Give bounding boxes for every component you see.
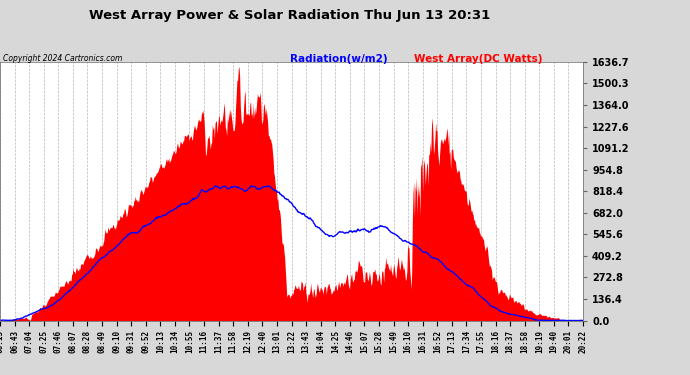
Text: West Array Power & Solar Radiation Thu Jun 13 20:31: West Array Power & Solar Radiation Thu J… xyxy=(89,9,491,22)
Text: Copyright 2024 Cartronics.com: Copyright 2024 Cartronics.com xyxy=(3,54,123,63)
Text: Radiation(w/m2): Radiation(w/m2) xyxy=(290,54,387,64)
Text: West Array(DC Watts): West Array(DC Watts) xyxy=(414,54,542,64)
